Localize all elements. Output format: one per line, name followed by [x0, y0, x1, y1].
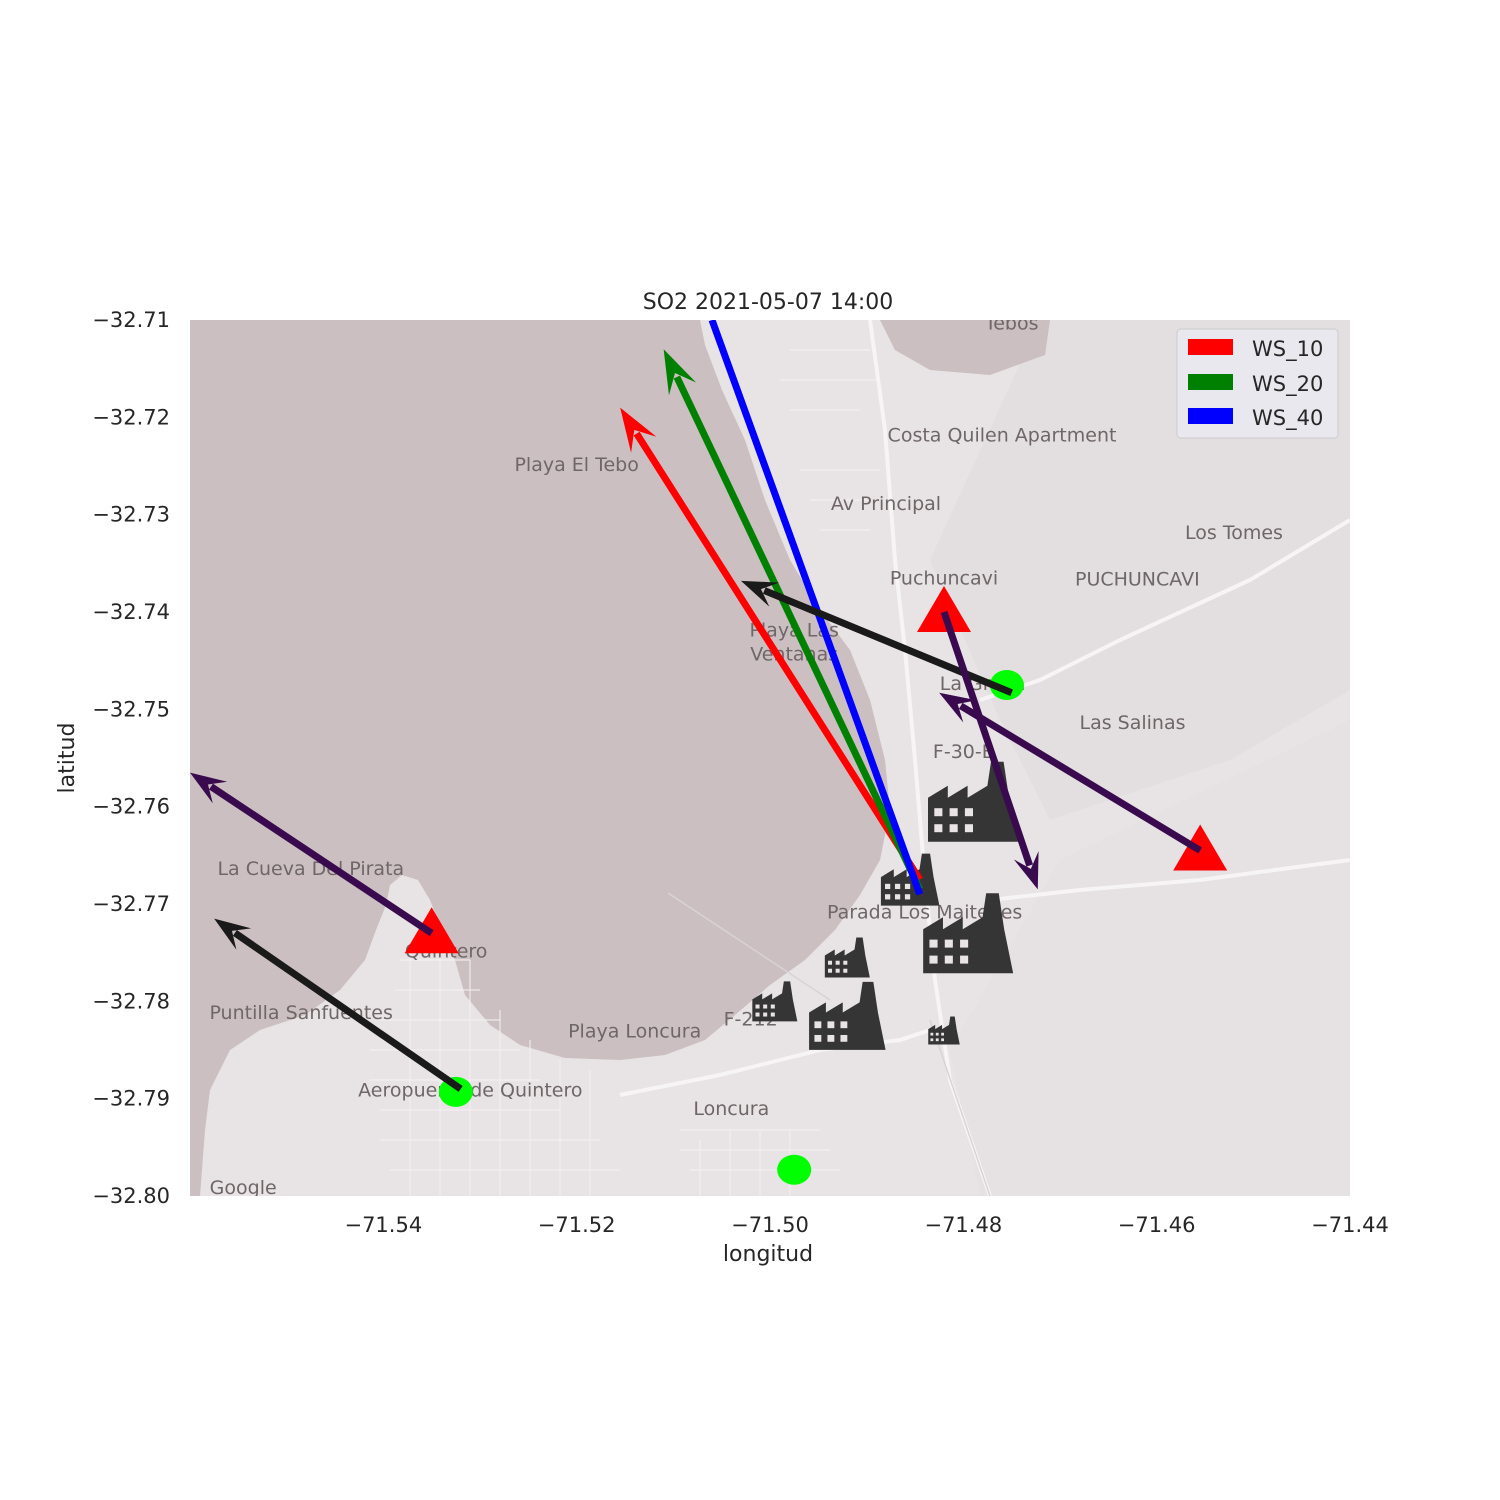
map-label: Google [210, 1177, 277, 1199]
y-tick-label: −32.78 [92, 989, 170, 1013]
basemap [190, 320, 1350, 1196]
wind-vector [214, 918, 463, 1092]
factory-icon [923, 893, 1014, 974]
legend-label-ws40: WS_40 [1252, 406, 1323, 431]
map-label: Puchuncavi [890, 568, 998, 590]
factory-icon [928, 761, 1018, 842]
legend-label-ws20: WS_20 [1252, 372, 1323, 397]
y-tick-label: −32.76 [92, 795, 170, 819]
legend-swatch-ws20 [1188, 374, 1233, 390]
y-tick-label: −32.79 [92, 1087, 170, 1111]
station-circle-marker [777, 1154, 812, 1185]
wind-vector [741, 580, 1014, 697]
map-label: La Cueva Del Pirata [217, 858, 404, 880]
map-label: Las Salinas [1079, 712, 1185, 734]
wind-vector [190, 772, 434, 937]
x-tick-label: −71.54 [344, 1213, 422, 1237]
y-tick-label: −32.71 [92, 308, 170, 332]
map-label: Parada Los Maitenes [827, 902, 1022, 924]
factory-icons [752, 761, 1018, 1050]
sea [190, 320, 890, 1196]
factory-icon [928, 1016, 960, 1045]
y-tick-label: −32.75 [92, 697, 170, 721]
x-tick-label: −71.48 [924, 1213, 1002, 1237]
map-label: Av Principal [831, 493, 941, 515]
y-axis-label: latitud [55, 723, 80, 794]
map-label: F-30-E [933, 741, 994, 763]
map-label: Loncura [693, 1098, 769, 1120]
station-circle-marker [438, 1076, 473, 1107]
x-axis-label: longitud [723, 1242, 813, 1267]
x-axis-ticks: −71.54 −71.52 −71.50 −71.48 −71.46 −71.44 [344, 1213, 1388, 1237]
y-axis-ticks: −32.71 −32.72 −32.73 −32.74 −32.75 −32.76 −32.… [92, 308, 170, 1208]
legend-swatch-ws40 [1188, 408, 1233, 424]
y-tick-label: −32.77 [92, 892, 170, 916]
y-tick-label: −32.80 [92, 1184, 170, 1208]
source-vector-ws_20 [663, 349, 923, 891]
x-tick-label: −71.44 [1311, 1213, 1389, 1237]
source-vectors [620, 320, 924, 896]
factory-icon [809, 981, 886, 1050]
map-label: Playa El Tebo [514, 454, 638, 476]
y-tick-label: −32.72 [92, 405, 170, 429]
source-vector-ws_10 [620, 407, 923, 882]
map-label: Ventanas [750, 644, 838, 666]
factory-icon [752, 981, 798, 1022]
map-label: PUCHUNCAVI [1075, 569, 1200, 591]
map-labels: Tebos Costa Quilen Apartment Playa El Tebo… [209, 313, 1283, 1199]
map-label: Los Tomes [1185, 522, 1283, 544]
y-tick-label: −32.74 [92, 600, 170, 624]
wind-vector [940, 610, 1039, 890]
wind-vector [939, 692, 1202, 854]
y-tick-label: −32.73 [92, 503, 170, 527]
factory-icon [824, 937, 870, 978]
legend-swatch-ws10 [1188, 339, 1233, 355]
source-vector-ws_40 [708, 320, 924, 896]
legend: WS_10 WS_20 WS_40 [1176, 328, 1339, 439]
x-tick-label: −71.50 [731, 1213, 809, 1237]
x-tick-label: −71.46 [1118, 1213, 1196, 1237]
station-circle-marker [989, 670, 1024, 700]
map-label: Costa Quilen Apartment [888, 425, 1117, 447]
chart-title: SO2 2021-05-07 14:00 [643, 290, 894, 315]
station-triangle-marker [917, 586, 971, 632]
map-label: Tebos [984, 313, 1039, 335]
wind-vectors [190, 580, 1202, 1092]
x-tick-label: −71.52 [538, 1213, 616, 1237]
map-label: Playa Loncura [568, 1020, 701, 1042]
factory-icon [880, 853, 940, 906]
legend-label-ws10: WS_10 [1252, 337, 1323, 362]
